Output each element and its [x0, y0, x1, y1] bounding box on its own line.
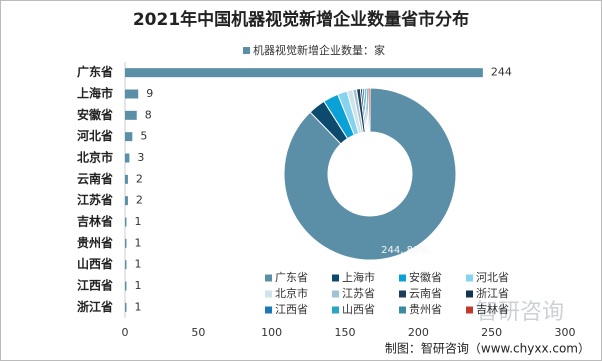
y-tick-label: 江苏省: [77, 192, 113, 207]
y-tick-label: 云南省: [77, 171, 113, 186]
bar: [125, 302, 127, 312]
bar: [125, 260, 127, 270]
value-label: 2: [136, 194, 143, 207]
pie-slice: [367, 87, 371, 133]
bar: [125, 68, 483, 78]
legend-label: 浙江省: [476, 287, 509, 300]
y-tick-label: 河北省: [76, 128, 113, 143]
legend-swatch: [466, 274, 473, 282]
pie-slice: [283, 87, 457, 261]
legend-swatch: [332, 306, 339, 314]
legend-label: 机器视觉新增企业数量：家: [253, 43, 385, 57]
legend-swatch: [243, 47, 250, 54]
x-tick-label: 100: [261, 326, 282, 339]
legend-swatch: [399, 306, 406, 314]
watermark: 智研咨询: [476, 300, 564, 325]
bar: [125, 89, 139, 99]
y-tick-label: 江西省: [77, 278, 113, 293]
y-tick-label: 广东省: [77, 64, 113, 79]
legend-swatch: [332, 274, 339, 282]
legend-label: 吉林省: [476, 302, 509, 316]
legend-label: 河北省: [476, 271, 509, 284]
bar: [125, 153, 130, 163]
source: 制图：智研咨询（www.chyxx.com）: [385, 341, 590, 356]
legend-swatch: [265, 290, 272, 298]
x-tick-label: 250: [481, 326, 502, 339]
value-label: 1: [134, 258, 141, 271]
bar: [125, 132, 133, 142]
legend-swatch: [332, 290, 339, 298]
legend-swatch: [399, 274, 406, 282]
value-label: 5: [140, 130, 147, 143]
y-tick-label: 贵州省: [77, 235, 113, 250]
value-label: 3: [137, 151, 144, 164]
y-tick-label: 浙江省: [77, 299, 113, 314]
chart-title: 2021年中国机器视觉新增企业数量省市分布: [133, 9, 469, 30]
value-label: 2: [136, 172, 143, 185]
legend-label: 上海市: [342, 270, 375, 284]
value-label: 1: [134, 236, 141, 249]
x-tick-label: 300: [555, 326, 576, 339]
x-tick-label: 50: [191, 326, 205, 339]
x-tick-label: 0: [122, 326, 129, 339]
legend-swatch: [399, 290, 406, 298]
legend-label: 江西省: [275, 303, 308, 316]
legend-swatch: [265, 306, 272, 314]
y-tick-label: 山西省: [77, 256, 113, 271]
y-tick-label: 吉林省: [77, 214, 113, 229]
legend-label: 山西省: [342, 303, 375, 316]
legend-swatch: [466, 306, 473, 314]
legend-swatch: [265, 274, 272, 282]
x-tick-label: 200: [408, 326, 429, 339]
legend-label: 贵州省: [409, 303, 442, 316]
legend-label: 云南省: [409, 287, 442, 300]
legend-label: 江苏省: [342, 287, 375, 300]
value-label: 8: [145, 108, 152, 121]
value-label: 1: [134, 215, 141, 228]
bar: [125, 281, 127, 291]
slice-label: 244, 88%: [381, 245, 429, 256]
bar: [125, 196, 128, 206]
x-tick-label: 150: [335, 326, 356, 339]
legend-label: 安徽省: [409, 270, 442, 284]
y-tick-label: 北京市: [77, 150, 113, 165]
y-tick-label: 安徽省: [77, 107, 113, 122]
y-tick-label: 上海市: [77, 86, 113, 101]
bar: [125, 217, 127, 227]
value-label: 1: [134, 300, 141, 313]
value-label: 9: [146, 87, 153, 100]
value-label: 1: [134, 279, 141, 292]
bar: [125, 174, 128, 184]
legend-label: 广东省: [275, 271, 308, 284]
legend-swatch: [466, 290, 473, 298]
bar: [125, 238, 127, 248]
value-label: 244: [491, 66, 512, 79]
legend-label: 北京市: [275, 286, 308, 300]
bar: [125, 110, 137, 120]
